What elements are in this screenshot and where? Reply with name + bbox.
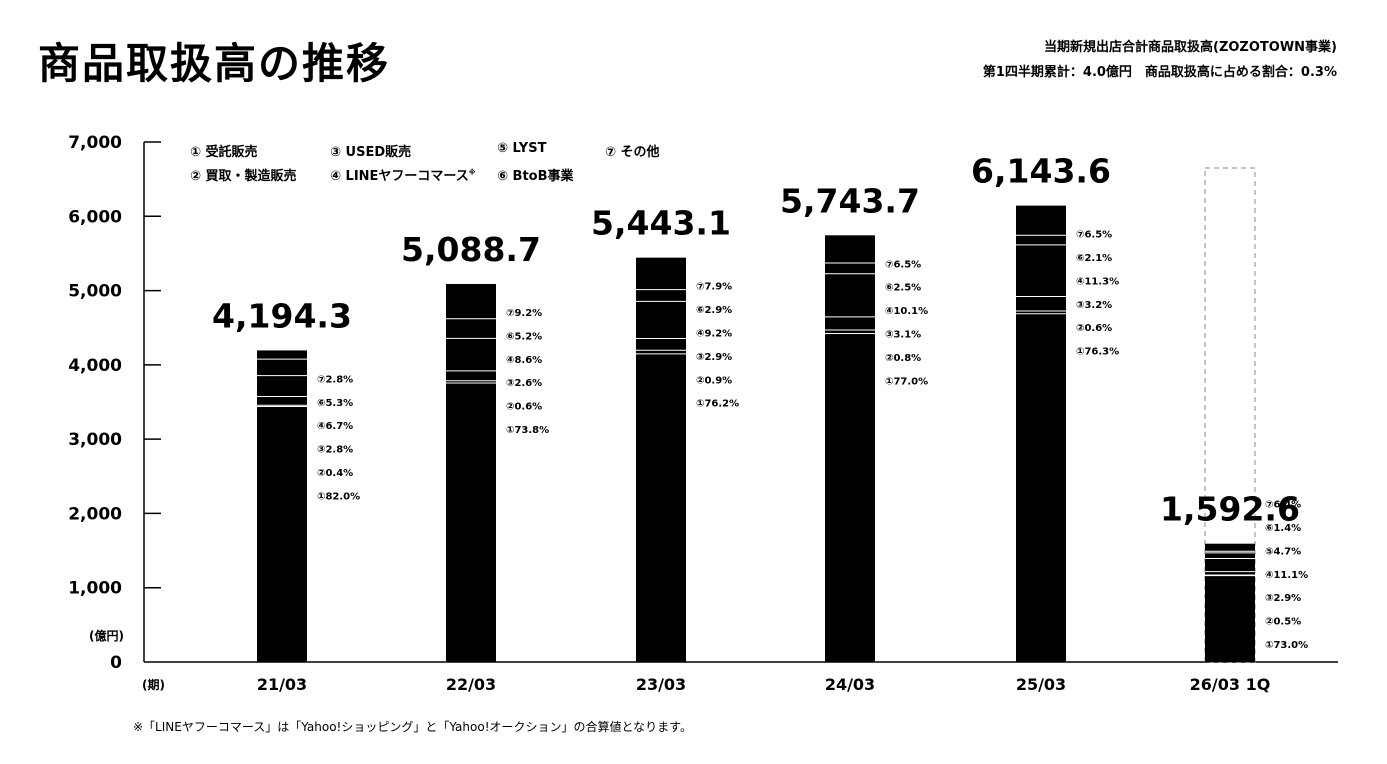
y-tick-label: 1,000 <box>68 579 122 599</box>
legend-item-lyst: ⑤ LYST <box>497 141 547 156</box>
segment-share-label: ③2.9% <box>1265 593 1301 604</box>
new-store-note: 当期新規出店合計商品取扱高(ZOZOTOWN事業) <box>1044 40 1337 55</box>
bar <box>257 350 307 662</box>
segment-share-label: ③2.8% <box>317 445 353 456</box>
bar-total-label: 5,088.7 <box>401 230 541 269</box>
y-tick-label: 5,000 <box>68 282 122 302</box>
bar-total-label: 5,743.7 <box>780 181 920 220</box>
segment-share-label: ③2.6% <box>506 378 542 389</box>
segment-share-label: ③2.9% <box>696 352 732 363</box>
x-tick-label: 25/03 <box>1016 675 1066 694</box>
x-tick-label: 22/03 <box>446 675 496 694</box>
segment-share-label: ②0.6% <box>1076 323 1112 334</box>
segment-share-label: ③3.1% <box>885 330 921 341</box>
segment-share-label: ⑥5.3% <box>317 398 353 409</box>
y-tick-label: 0 <box>110 653 122 673</box>
bar <box>636 257 686 662</box>
segment-share-label: ⑦7.9% <box>696 282 732 293</box>
segment-share-label: ②0.8% <box>885 353 921 364</box>
y-tick-label: 6,000 <box>68 207 122 227</box>
bar <box>1205 543 1255 662</box>
bar <box>825 235 875 663</box>
legend-item-btob: ⑥ BtoB事業 <box>497 169 574 184</box>
x-tick-label: 21/03 <box>257 675 307 694</box>
segment-share-label: ⑥5.2% <box>506 331 542 342</box>
footnote: ※「LINEヤフーコマース」は「Yahoo!ショッピング」と「Yahoo!オーク… <box>133 720 692 734</box>
segment-share-label: ①76.3% <box>1076 347 1119 358</box>
segment-share-label: ⑥2.1% <box>1076 253 1112 264</box>
segment-share-label: ③3.2% <box>1076 300 1112 311</box>
x-tick-label: 24/03 <box>825 675 875 694</box>
segment-share-label: ④10.1% <box>885 306 928 317</box>
segment-share-label: ④11.1% <box>1265 570 1308 581</box>
segment-share-label: ②0.9% <box>696 375 732 386</box>
y-axis-unit: (億円) <box>89 628 124 643</box>
page-title: 商品取扱高の推移 <box>38 39 391 88</box>
segment-share-label: ①76.2% <box>696 399 739 410</box>
segment-share-label: ②0.4% <box>317 468 353 479</box>
legend-footnote-mark: ※ <box>468 168 476 177</box>
bar <box>446 283 496 662</box>
legend-item-consignment: ① 受託販売 <box>190 145 258 160</box>
bar-total-label: 4,194.3 <box>212 296 352 335</box>
x-tick-label: 23/03 <box>636 675 686 694</box>
y-tick-label: 4,000 <box>68 356 122 376</box>
segment-share-label: ⑦9.2% <box>506 308 542 319</box>
segment-share-label: ①73.0% <box>1265 640 1308 651</box>
segment-share-label: ④8.6% <box>506 355 542 366</box>
segment-share-label: ②0.6% <box>506 402 542 413</box>
new-store-share-note: 第1四半期累計：4.0億円 商品取扱高に占める割合：0.3% <box>982 65 1337 80</box>
legend-item-purchase-manufacture: ② 買取・製造販売 <box>190 169 297 184</box>
y-tick-label: 3,000 <box>68 430 122 450</box>
bar-total-label: 5,443.1 <box>591 204 731 243</box>
legend-item-lineyahoo-label: ④ LINEヤフーコマース <box>330 169 469 184</box>
segment-share-label: ⑥1.4% <box>1265 523 1301 534</box>
segment-share-label: ⑦6.5% <box>1076 230 1112 241</box>
segment-share-label: ⑦6.5% <box>885 259 921 270</box>
segment-share-label: ①77.0% <box>885 376 928 387</box>
legend-item-used: ③ USED販売 <box>330 145 412 160</box>
segment-share-label: ④9.2% <box>696 328 732 339</box>
segment-share-label: ⑥2.9% <box>696 305 732 316</box>
legend-item-lineyahoo: ④ LINEヤフーコマース※ <box>330 165 476 184</box>
x-tick-label: 26/03 1Q <box>1190 675 1271 694</box>
segment-share-label: ②0.5% <box>1265 617 1301 628</box>
segment-share-label: ①82.0% <box>317 491 360 502</box>
y-tick-label: 2,000 <box>68 504 122 524</box>
segment-share-label: ⑤4.7% <box>1265 546 1301 557</box>
bar-total-label: 6,143.6 <box>971 152 1111 191</box>
bar <box>1016 205 1066 662</box>
segment-share-label: ⑦2.8% <box>317 374 353 385</box>
segment-share-label: ①73.8% <box>506 425 549 436</box>
legend-item-other: ⑦ その他 <box>605 145 660 160</box>
bar-total-label: 1,592.6 <box>1160 490 1300 529</box>
segment-share-label: ⑥2.5% <box>885 283 921 294</box>
segment-share-label: ④11.3% <box>1076 276 1119 287</box>
segment-share-label: ④6.7% <box>317 421 353 432</box>
segment-share-label: ⑦6.4% <box>1265 500 1301 511</box>
y-tick-label: 7,000 <box>68 133 122 153</box>
x-axis-unit: (期) <box>142 677 165 692</box>
